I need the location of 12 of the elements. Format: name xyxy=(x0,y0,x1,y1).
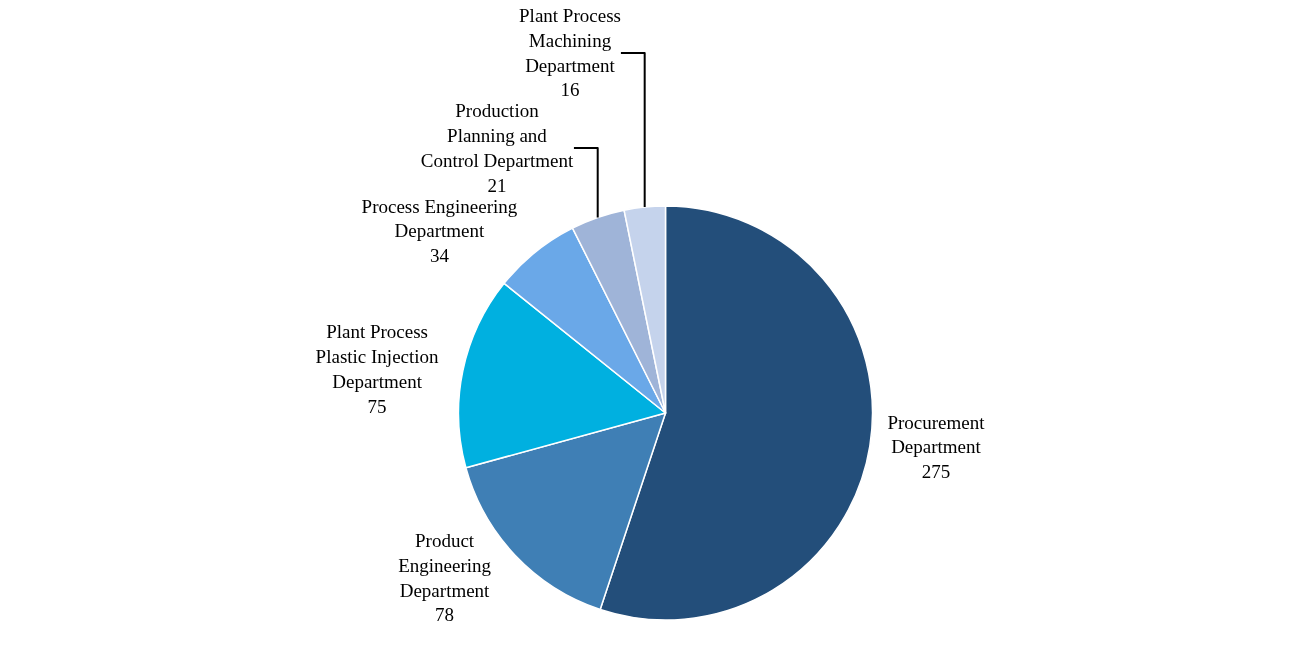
slice-label: Product Engineering Department xyxy=(398,530,492,601)
data-label: 16 xyxy=(560,79,580,101)
slice-label: Process Engineering Department xyxy=(361,195,518,242)
data-label: 78 xyxy=(435,604,455,626)
data-label: 75 xyxy=(367,395,387,417)
slice-label: Plant Process Machining Department xyxy=(519,5,621,76)
data-label: 34 xyxy=(429,244,450,266)
data-label: 21 xyxy=(487,174,507,196)
slice-label: Procurement Department xyxy=(887,411,986,458)
slice-label: Plant Process Plastic Injection Department xyxy=(315,321,440,392)
data-label: 275 xyxy=(921,461,951,483)
slice-label: Production Planning and Control Department xyxy=(420,100,574,171)
